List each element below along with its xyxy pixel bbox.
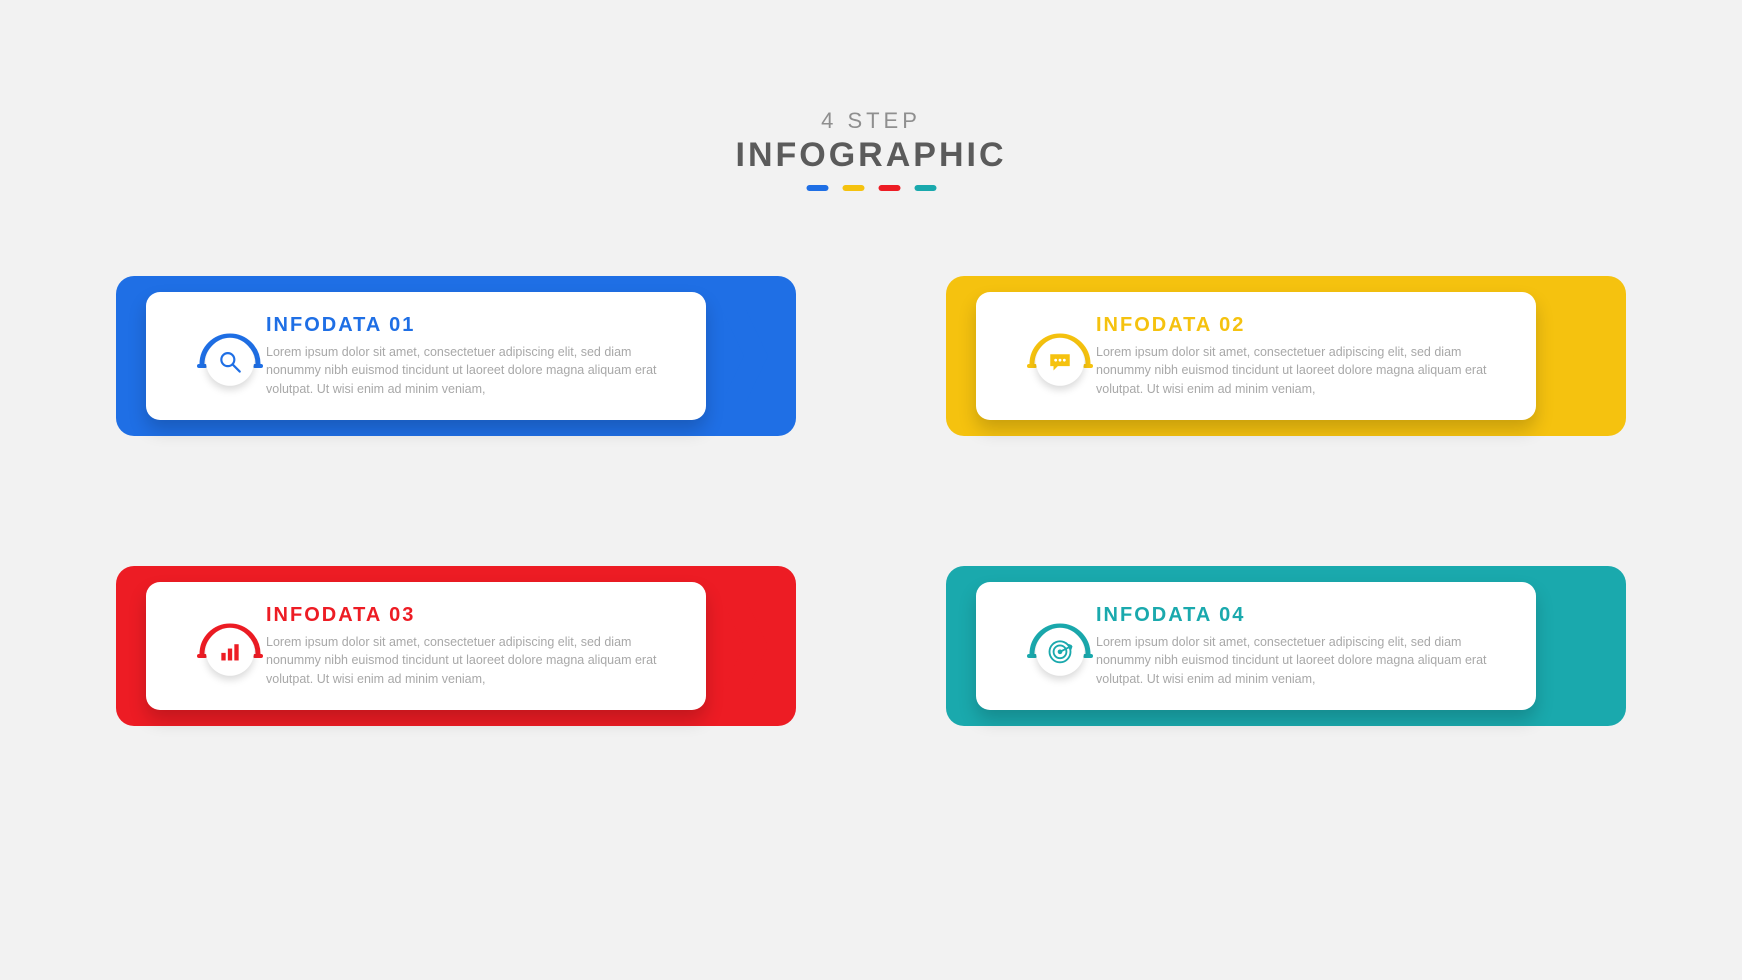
card-body: Lorem ipsum dolor sit amet, consectetuer… bbox=[1096, 633, 1516, 687]
card-chevron bbox=[722, 600, 768, 692]
icon-circle bbox=[206, 338, 254, 386]
step-card-2: INFODATA 02 Lorem ipsum dolor sit amet, … bbox=[946, 276, 1626, 436]
card-text: INFODATA 02 Lorem ipsum dolor sit amet, … bbox=[1072, 314, 1516, 397]
card-body: Lorem ipsum dolor sit amet, consectetuer… bbox=[266, 633, 686, 687]
header-dashes bbox=[736, 185, 1007, 191]
step-card-3: INFODATA 03 Lorem ipsum dolor sit amet, … bbox=[116, 566, 796, 726]
card-label: INFODATA 01 bbox=[266, 314, 686, 337]
step-card-4: INFODATA 04 Lorem ipsum dolor sit amet, … bbox=[946, 566, 1626, 726]
card-panel: INFODATA 03 Lorem ipsum dolor sit amet, … bbox=[146, 582, 706, 710]
header: 4 STEP INFOGRAPHIC bbox=[736, 108, 1007, 191]
card-text: INFODATA 01 Lorem ipsum dolor sit amet, … bbox=[242, 314, 686, 397]
dash-3 bbox=[878, 185, 900, 191]
card-panel: INFODATA 02 Lorem ipsum dolor sit amet, … bbox=[976, 292, 1536, 420]
chat-icon bbox=[1047, 349, 1073, 375]
card-chevron bbox=[1552, 600, 1598, 692]
dash-2 bbox=[842, 185, 864, 191]
card-icon-wrap bbox=[1024, 610, 1096, 682]
card-body: Lorem ipsum dolor sit amet, consectetuer… bbox=[1096, 343, 1516, 397]
card-panel: INFODATA 01 Lorem ipsum dolor sit amet, … bbox=[146, 292, 706, 420]
dash-4 bbox=[914, 185, 936, 191]
card-icon-wrap bbox=[194, 610, 266, 682]
dash-1 bbox=[806, 185, 828, 191]
card-body: Lorem ipsum dolor sit amet, consectetuer… bbox=[266, 343, 686, 397]
step-card-1: INFODATA 01 Lorem ipsum dolor sit amet, … bbox=[116, 276, 796, 436]
icon-circle bbox=[1036, 628, 1084, 676]
card-chevron bbox=[1552, 310, 1598, 402]
card-label: INFODATA 02 bbox=[1096, 314, 1516, 337]
icon-circle bbox=[1036, 338, 1084, 386]
card-text: INFODATA 04 Lorem ipsum dolor sit amet, … bbox=[1072, 604, 1516, 687]
card-panel: INFODATA 04 Lorem ipsum dolor sit amet, … bbox=[976, 582, 1536, 710]
card-label: INFODATA 03 bbox=[266, 604, 686, 627]
card-chevron bbox=[722, 310, 768, 402]
card-text: INFODATA 03 Lorem ipsum dolor sit amet, … bbox=[242, 604, 686, 687]
search-icon bbox=[217, 349, 243, 375]
card-label: INFODATA 04 bbox=[1096, 604, 1516, 627]
bar-chart-icon bbox=[217, 639, 243, 665]
infographic-canvas: 4 STEP INFOGRAPHIC bbox=[0, 0, 1742, 980]
header-title: INFOGRAPHIC bbox=[736, 136, 1007, 175]
cards-grid: INFODATA 01 Lorem ipsum dolor sit amet, … bbox=[116, 276, 1626, 726]
card-icon-wrap bbox=[1024, 320, 1096, 392]
target-icon bbox=[1046, 638, 1074, 666]
header-subtitle: 4 STEP bbox=[736, 108, 1007, 134]
card-icon-wrap bbox=[194, 320, 266, 392]
icon-circle bbox=[206, 628, 254, 676]
